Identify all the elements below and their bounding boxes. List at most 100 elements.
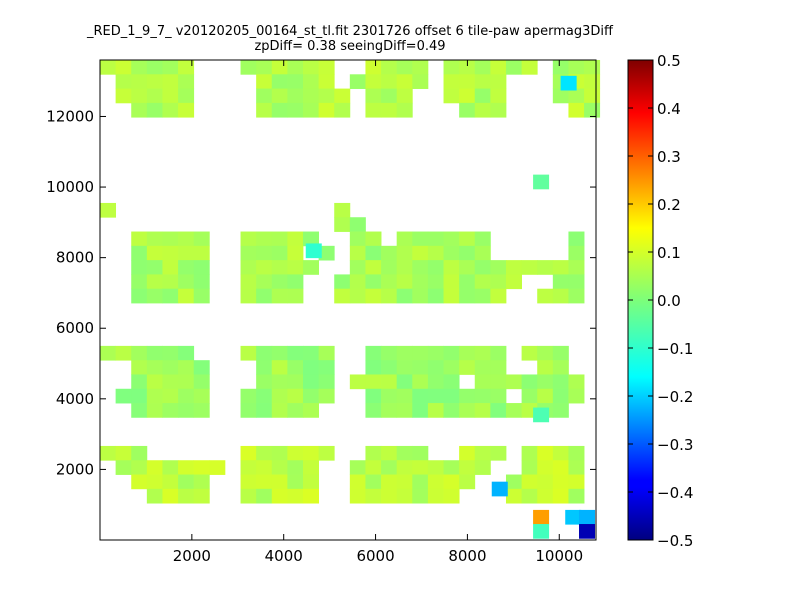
heatmap-cell	[537, 474, 554, 490]
heatmap-cell	[443, 360, 460, 375]
heatmap-cell	[396, 260, 413, 275]
heatmap-cell	[271, 374, 288, 390]
y-tick-label: 4000	[56, 390, 94, 408]
heatmap-cell	[287, 474, 304, 490]
heatmap-cell	[365, 474, 382, 490]
heatmap-cell	[146, 260, 163, 275]
heatmap-cell	[146, 360, 163, 375]
heatmap-cell	[443, 288, 460, 304]
heatmap-cell	[287, 60, 304, 75]
heatmap-cell	[178, 288, 195, 304]
heatmap-cell	[490, 88, 507, 104]
heatmap-cell	[162, 474, 179, 490]
heatmap-cell	[302, 403, 320, 418]
heatmap-cell	[349, 74, 366, 89]
heatmap-cell	[521, 388, 538, 404]
heatmap-cell	[381, 403, 398, 418]
heatmap-cell	[505, 403, 522, 418]
heatmap-cell	[381, 388, 398, 404]
heatmap-cell	[302, 88, 320, 104]
heatmap-cell	[505, 474, 522, 490]
heatmap-cell	[193, 231, 210, 247]
heatmap-cell	[162, 260, 179, 275]
heatmap-cell	[552, 345, 569, 361]
heatmap-cell	[256, 245, 273, 261]
heatmap-cell	[240, 231, 257, 247]
heatmap-cell	[579, 524, 596, 539]
heatmap-cell	[131, 274, 148, 290]
heatmap-cell	[381, 88, 398, 104]
heatmap-cell	[474, 445, 491, 461]
heatmap-cell	[302, 360, 320, 375]
heatmap-cell	[131, 403, 148, 418]
heatmap-cell	[552, 274, 569, 290]
heatmap-cell	[162, 274, 179, 290]
heatmap-cell	[443, 345, 460, 361]
heatmap-cell	[162, 231, 179, 247]
heatmap-cell	[131, 102, 148, 118]
heatmap-cell	[162, 460, 179, 475]
heatmap-cell	[474, 288, 491, 304]
heatmap-cell	[287, 403, 304, 418]
heatmap-cell	[131, 374, 148, 390]
colorbar-tick-label: 0.4	[657, 100, 681, 118]
heatmap-cell	[443, 274, 460, 290]
heatmap-cell	[240, 274, 257, 290]
heatmap-cell	[131, 88, 148, 104]
heatmap-cell	[162, 360, 179, 375]
heatmap-cell	[349, 288, 366, 304]
heatmap-cell	[349, 245, 366, 261]
heatmap-cell	[443, 245, 460, 261]
heatmap-cell	[490, 60, 507, 75]
colorbar-ticks: 0.5 0.4 0.3 0.2 0.1 0.0 −0.1 −0.2 −0.3 −0.4 −0.5	[628, 52, 693, 550]
heatmap-cell	[474, 88, 491, 104]
heatmap-cell	[240, 60, 257, 75]
heatmap-cell	[490, 345, 507, 361]
heatmap-cell	[427, 274, 444, 290]
heatmap-cell	[459, 102, 476, 118]
heatmap-cell	[537, 288, 554, 304]
heatmap-cell	[459, 88, 476, 104]
heatmap-cell	[146, 460, 163, 475]
x-tick-label: 2000	[173, 547, 211, 565]
heatmap-cell	[178, 260, 195, 275]
heatmap-cell	[271, 231, 288, 247]
heatmap-cell	[459, 388, 476, 404]
heatmap-cell	[287, 360, 304, 375]
heatmap-cell	[443, 374, 460, 390]
heatmap-cell	[396, 488, 413, 504]
heatmap-cell	[474, 60, 491, 75]
heatmap-cell	[193, 460, 210, 475]
heatmap-cell	[396, 460, 413, 475]
heatmap-cell	[521, 260, 538, 275]
heatmap-cell	[459, 260, 476, 275]
heatmap-cell	[505, 488, 522, 504]
heatmap-cell	[256, 460, 273, 475]
heatmap-cell	[427, 288, 444, 304]
heatmap-cell	[318, 60, 335, 75]
heatmap-cell	[240, 288, 257, 304]
heatmap-cell	[365, 88, 382, 104]
heatmap-cell	[146, 231, 163, 247]
heatmap-cell	[271, 260, 288, 275]
heatmap-cell	[505, 60, 522, 75]
heatmap-cell	[443, 460, 460, 475]
heatmap-cell	[568, 274, 585, 290]
heatmap-cell	[302, 60, 320, 75]
heatmap-cell	[381, 274, 398, 290]
heatmap-cell	[552, 460, 569, 475]
heatmap-cell	[568, 260, 585, 275]
heatmap-cell	[178, 245, 195, 261]
heatmap-cell	[162, 74, 179, 89]
heatmap-cell	[568, 374, 585, 390]
heatmap-cell	[443, 403, 460, 418]
heatmap-cell	[381, 360, 398, 375]
heatmap-cell	[474, 74, 491, 89]
heatmap-cell	[521, 374, 538, 390]
heatmap-cell	[552, 403, 569, 418]
heatmap-cell	[131, 288, 148, 304]
heatmap-cell	[396, 245, 413, 261]
x-tick-label: 8000	[448, 547, 486, 565]
heatmap-cell	[474, 374, 491, 390]
heatmap-cell	[381, 260, 398, 275]
